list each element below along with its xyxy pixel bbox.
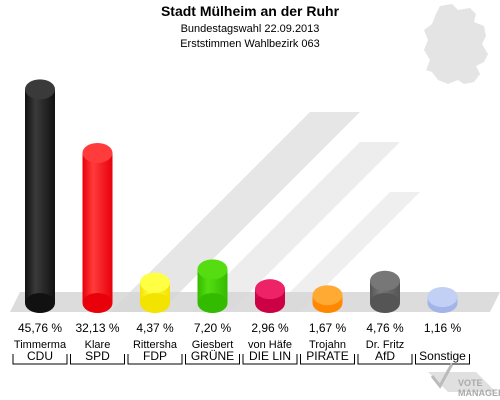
candidate-label: von Häfe bbox=[248, 339, 292, 351]
germany-map-icon bbox=[424, 4, 488, 84]
bar-grüne bbox=[197, 259, 228, 313]
bar-cdu bbox=[25, 79, 55, 313]
vote-manager-logo: VOTE MANAGER bbox=[428, 363, 500, 398]
value-label: 1,67 % bbox=[309, 321, 347, 335]
watermark-text-2: MANAGER bbox=[458, 388, 500, 398]
bar-base bbox=[255, 293, 285, 313]
party-label: SPD bbox=[85, 349, 110, 363]
value-label: 45,76 % bbox=[18, 321, 62, 335]
party-label: DIE LIN bbox=[249, 349, 291, 363]
bar-top bbox=[82, 142, 113, 163]
candidate-label: Timmerma bbox=[14, 339, 67, 351]
bar-afd bbox=[370, 270, 400, 313]
bar-top bbox=[255, 279, 285, 300]
bar-body bbox=[25, 89, 55, 303]
party-label: FDP bbox=[143, 349, 167, 363]
category-bracket bbox=[242, 354, 298, 365]
category-bracket bbox=[12, 354, 68, 365]
category-bracket bbox=[127, 354, 183, 365]
bar-base bbox=[140, 293, 170, 313]
bar-top bbox=[312, 285, 343, 306]
chart-title: Stadt Mülheim an der Ruhr bbox=[161, 3, 340, 19]
watermark-text: VOTE bbox=[458, 378, 483, 388]
chart-subtitle-2: Erststimmen Wahlbezirk 063 bbox=[180, 38, 320, 50]
candidate-label: Klare bbox=[85, 339, 111, 351]
value-labels: 45,76 % 32,13 % 4,37 % 7,20 % 2,96 % 1,67 % 4,… bbox=[18, 321, 462, 335]
value-label: 4,76 % bbox=[366, 321, 404, 335]
party-label: GRÜNE bbox=[191, 349, 234, 363]
bar-base bbox=[370, 293, 400, 313]
party-label: PIRATE bbox=[306, 349, 348, 363]
candidate-label: Trojahn bbox=[309, 339, 346, 351]
shadow-stripe bbox=[190, 142, 400, 312]
category-bracket bbox=[415, 354, 470, 365]
bar-sonstige bbox=[427, 287, 458, 313]
bar-base bbox=[82, 293, 113, 313]
bar-spd bbox=[82, 142, 113, 313]
bar-top bbox=[25, 79, 55, 100]
candidate-label: Giesbert bbox=[192, 339, 234, 351]
chart-decoration bbox=[10, 112, 500, 312]
bar-die-lin bbox=[255, 279, 285, 313]
bar-base bbox=[25, 293, 55, 313]
value-label: 7,20 % bbox=[194, 321, 232, 335]
bar-group bbox=[25, 79, 458, 313]
party-label: Sonstige bbox=[419, 349, 466, 363]
shadow-stripe bbox=[110, 112, 360, 312]
value-label: 1,16 % bbox=[424, 321, 462, 335]
bar-top bbox=[197, 259, 228, 280]
bar-top bbox=[427, 287, 458, 307]
category-bracket bbox=[357, 354, 413, 365]
bar-fdp bbox=[140, 272, 170, 313]
candidate-label: Dr. Fritz bbox=[366, 339, 405, 351]
party-label: AfD bbox=[375, 349, 395, 363]
value-label: 4,37 % bbox=[136, 321, 174, 335]
bar-top bbox=[140, 272, 170, 293]
bar-pirate bbox=[312, 285, 343, 313]
party-label: CDU bbox=[27, 349, 53, 363]
candidate-label: Rittersha bbox=[133, 339, 178, 351]
bar-top bbox=[370, 270, 400, 291]
value-label: 2,96 % bbox=[251, 321, 289, 335]
bar-base bbox=[197, 293, 228, 313]
value-label: 32,13 % bbox=[75, 321, 119, 335]
shadow-stripe bbox=[270, 192, 420, 312]
chart-subtitle-1: Bundestagswahl 22.09.2013 bbox=[181, 23, 320, 35]
category-bracket bbox=[300, 354, 355, 365]
category-bracket bbox=[185, 354, 240, 365]
category-bracket bbox=[70, 354, 125, 365]
bar-body bbox=[82, 152, 113, 303]
